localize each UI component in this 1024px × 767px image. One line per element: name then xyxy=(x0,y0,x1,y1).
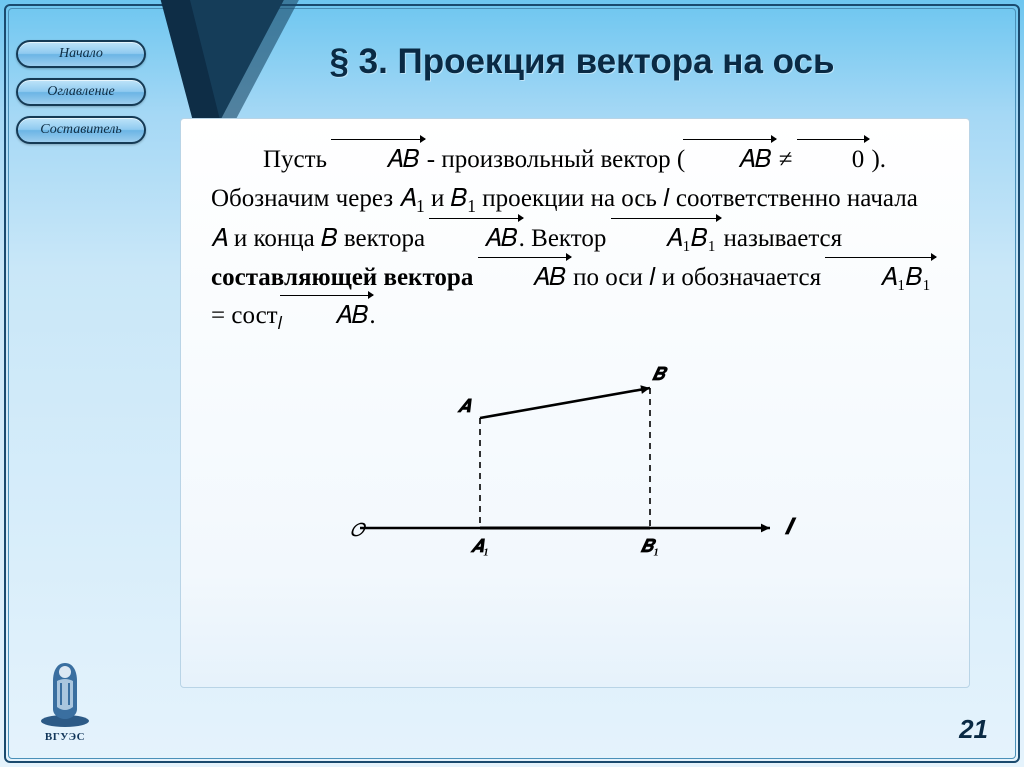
svg-text:𝒍: 𝒍 xyxy=(784,514,797,539)
svg-text:𝑨₁: 𝑨₁ xyxy=(470,536,490,556)
vec-AB: 𝐴𝐵 xyxy=(480,259,567,298)
vec-AB: 𝐴𝐵 xyxy=(431,220,518,259)
svg-text:𝑩: 𝑩 xyxy=(651,364,668,384)
vec-AB: 𝐴𝐵 xyxy=(333,141,420,180)
nav-author[interactable]: Составитель xyxy=(16,116,146,144)
content-panel: Пусть 𝐴𝐵 - произвольный вектор (𝐴𝐵 ≠ 0 )… xyxy=(180,118,970,688)
nav-begin[interactable]: Начало xyxy=(16,40,146,68)
vec-A1B1: 𝐴₁𝐵₁ xyxy=(613,220,718,259)
svg-text:𝑩₁: 𝑩₁ xyxy=(640,536,660,556)
sidebar: Начало Оглавление Составитель xyxy=(16,40,146,144)
vec-AB: 𝐴𝐵 xyxy=(282,297,369,336)
projection-diagram: 𝑂𝒍 𝑨 𝑩 𝑨₁ 𝑩₁ xyxy=(340,358,810,588)
vec-A1B1: 𝐴₁𝐵₁ xyxy=(827,259,932,298)
page-number: 21 xyxy=(959,714,988,745)
slide-title: § 3. Проекция вектора на ось xyxy=(180,42,984,82)
body-text: Пусть 𝐴𝐵 - произвольный вектор (𝐴𝐵 ≠ 0 )… xyxy=(211,141,939,338)
university-logo: ВГУЭС xyxy=(26,657,104,743)
vec-AB: 𝐴𝐵 xyxy=(685,141,772,180)
svg-text:𝑨: 𝑨 xyxy=(456,396,472,416)
logo-text: ВГУЭС xyxy=(45,731,85,743)
vec-zero: 0 xyxy=(799,141,866,180)
nav-toc[interactable]: Оглавление xyxy=(16,78,146,106)
svg-text:𝑂: 𝑂 xyxy=(350,520,367,540)
